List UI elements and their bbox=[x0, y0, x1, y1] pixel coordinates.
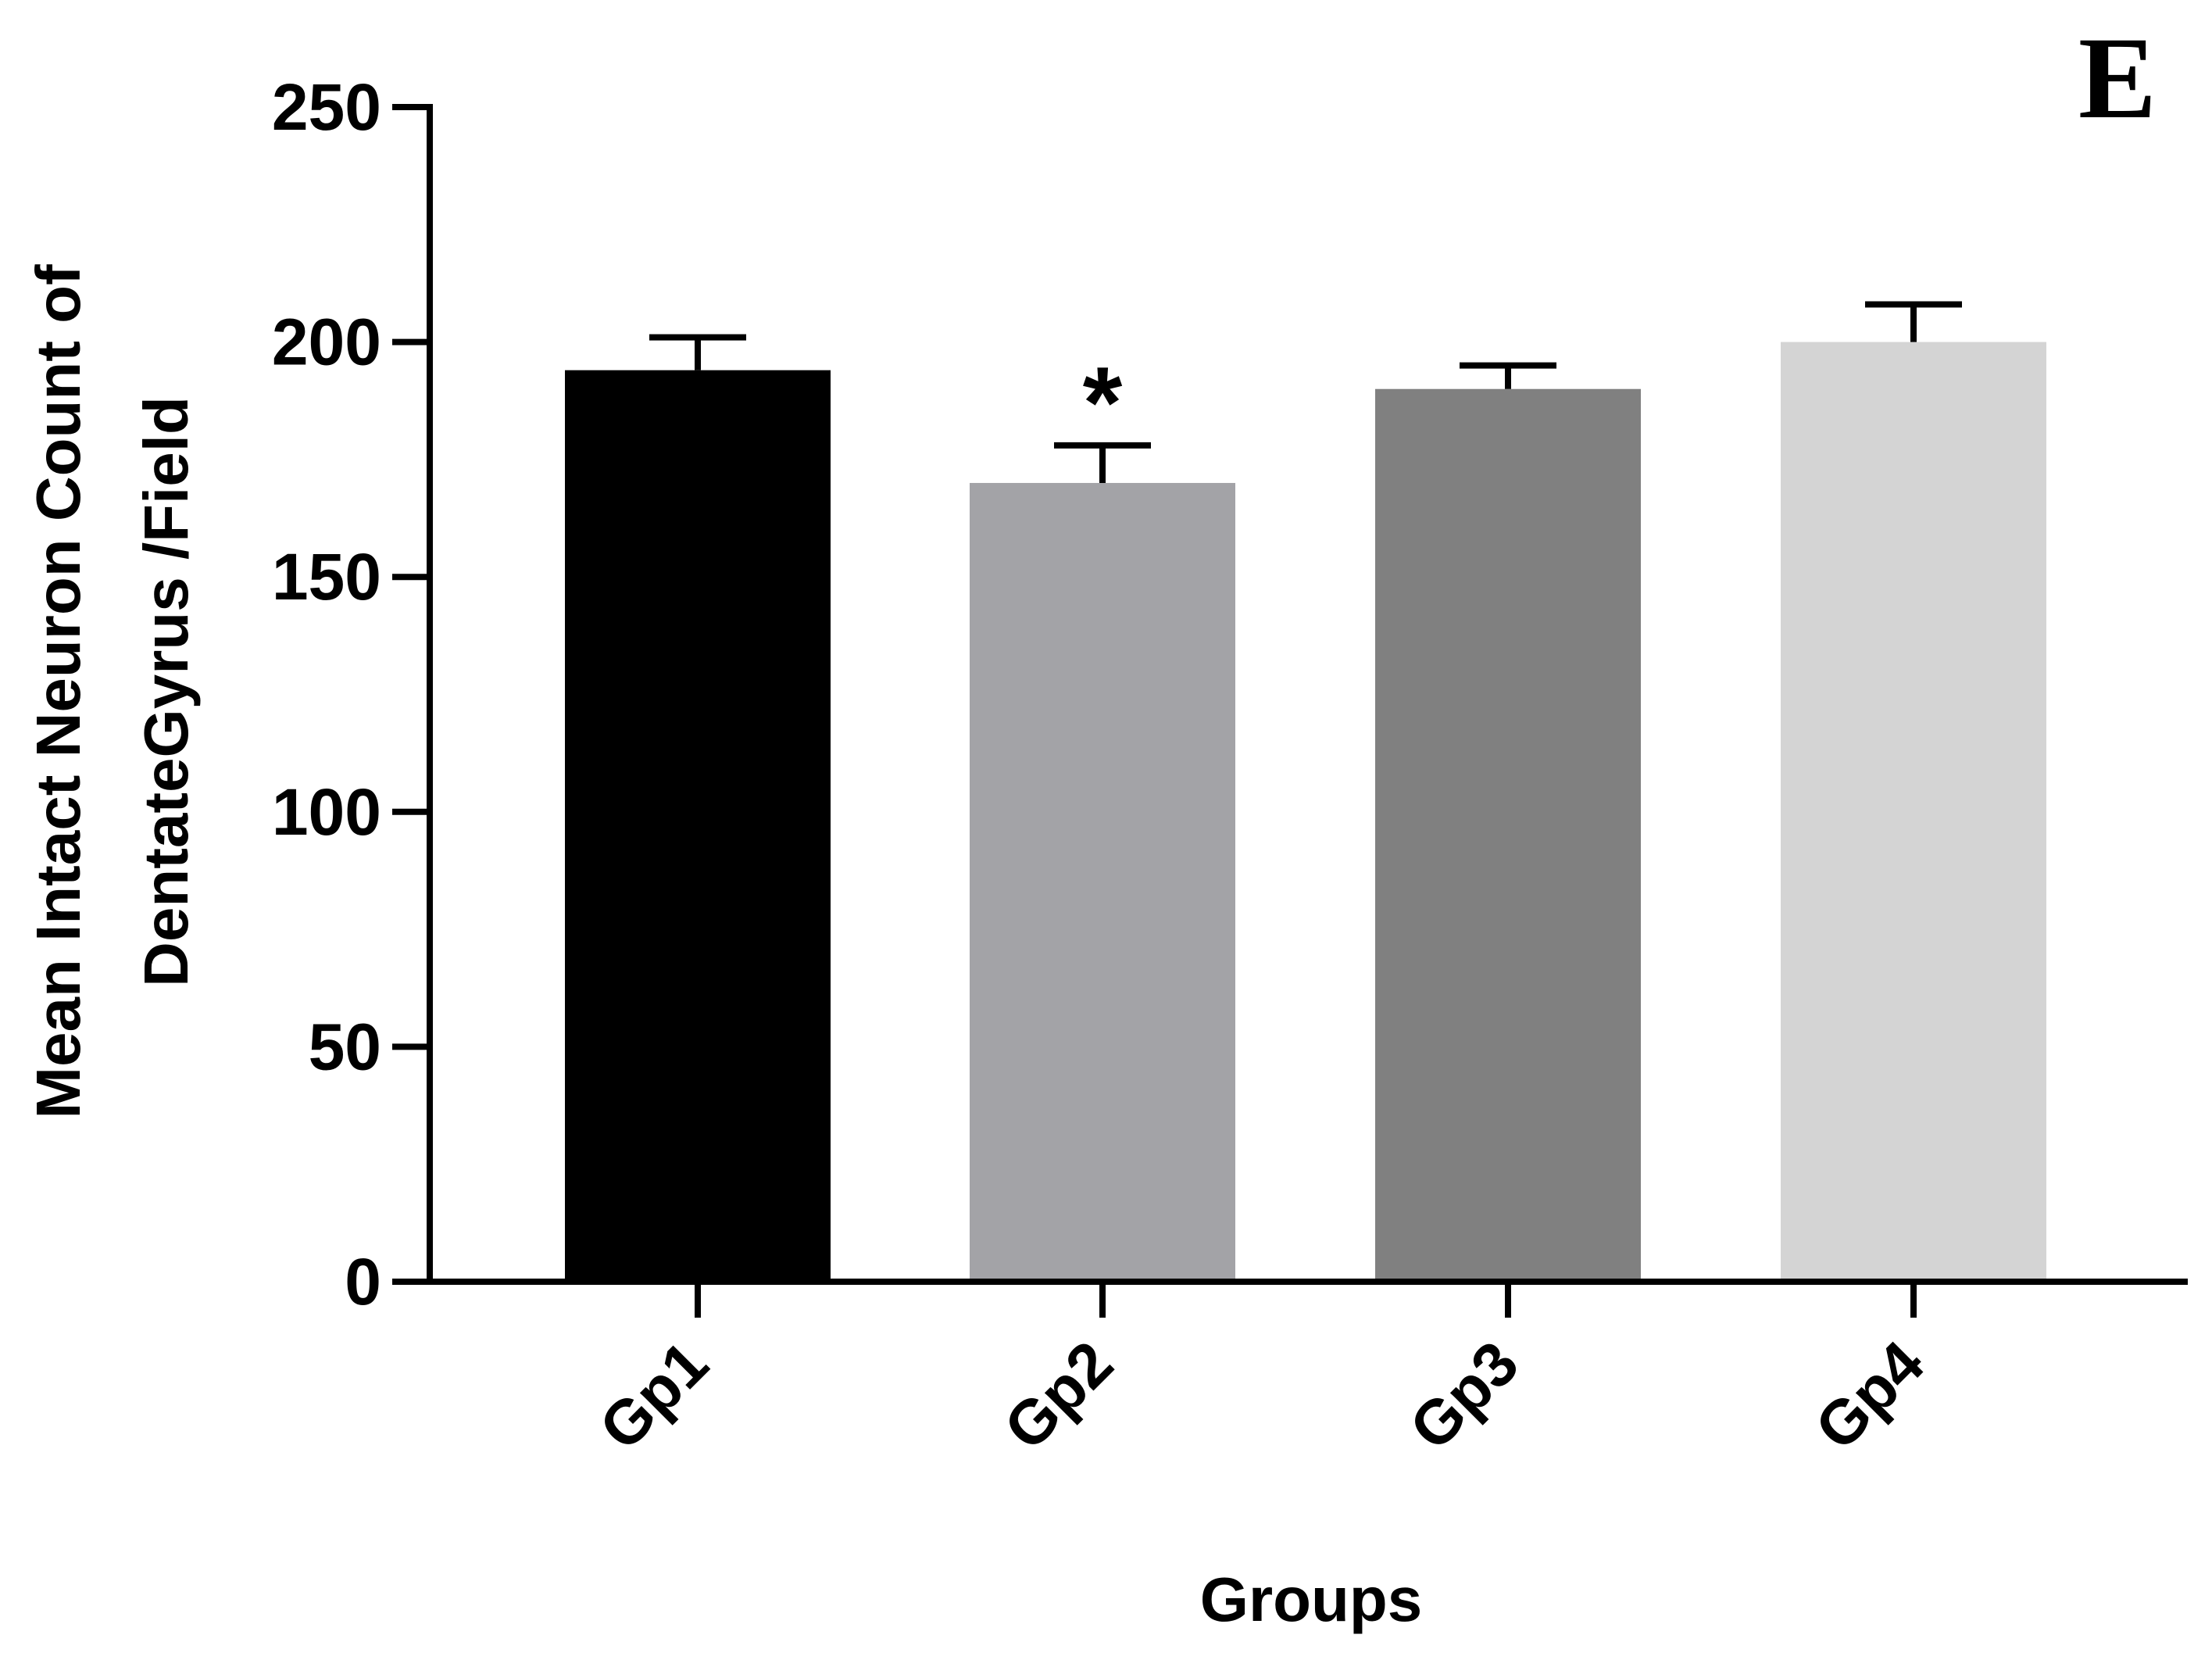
significance-marker-gp2: * bbox=[1083, 345, 1123, 460]
axes-layer bbox=[427, 104, 2188, 1285]
y-tick-label-150: 150 bbox=[272, 540, 381, 613]
y-axis-title: Mean Intact Neuron Count of DentateGyrus… bbox=[23, 264, 201, 1119]
x-tick-label-gp3: Gp3 bbox=[1396, 1328, 1531, 1463]
y-tick-label-100: 100 bbox=[272, 775, 381, 849]
y-tick-label-50: 50 bbox=[309, 1010, 381, 1083]
bar-gp4 bbox=[1781, 342, 2046, 1282]
x-tick-label-gp4: Gp4 bbox=[1802, 1328, 1937, 1463]
y-axis-title-line2: DentateGyrus /Field bbox=[131, 396, 201, 987]
error-bars-layer bbox=[649, 301, 1962, 483]
x-tick-label-gp2: Gp2 bbox=[991, 1328, 1126, 1463]
y-tick-label-250: 250 bbox=[272, 70, 381, 144]
x-axis-title: Groups bbox=[1200, 1565, 1422, 1634]
bar-gp1 bbox=[565, 370, 831, 1282]
y-axis-title-line1: Mean Intact Neuron Count of bbox=[23, 264, 93, 1119]
y-tick-label-200: 200 bbox=[272, 306, 381, 379]
y-tick-label-0: 0 bbox=[345, 1245, 381, 1318]
bars-layer bbox=[565, 342, 2046, 1282]
panel-label: E bbox=[2078, 13, 2157, 143]
bar-gp3 bbox=[1375, 388, 1641, 1282]
annotations-layer: * bbox=[1083, 345, 1123, 460]
bar-gp2 bbox=[970, 482, 1235, 1282]
x-tick-label-gp1: Gp1 bbox=[586, 1328, 721, 1463]
